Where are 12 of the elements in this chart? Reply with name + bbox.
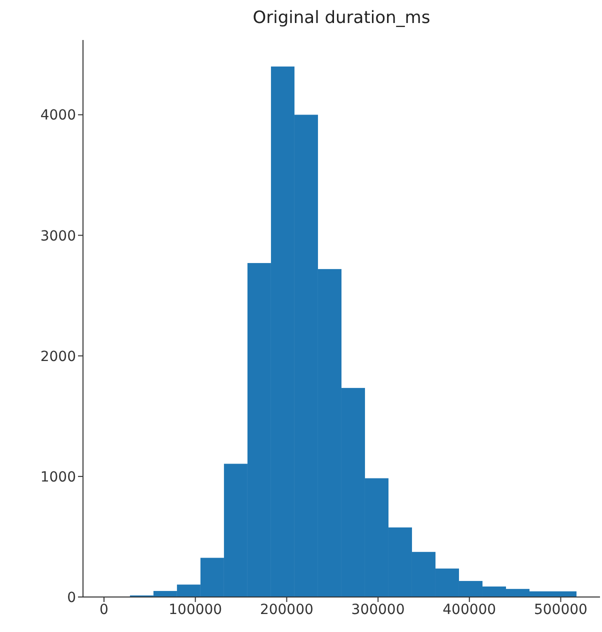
chart-title: Original duration_ms <box>252 8 432 28</box>
x-tick-label: 300000 <box>351 602 405 618</box>
y-tick-label: 3000 <box>40 228 76 244</box>
y-tick-label: 1000 <box>40 469 76 486</box>
y-tick-label: 4000 <box>40 108 76 124</box>
x-tick-label: 500000 <box>534 602 588 618</box>
x-tick-label: 100000 <box>168 602 222 618</box>
x-tick-label: 0 <box>100 602 108 618</box>
y-tick-label: 2000 <box>40 348 76 365</box>
y-tick-label: 0 <box>67 590 76 606</box>
x-tick-label: 200000 <box>260 602 314 618</box>
x-tick-label: 400000 <box>442 602 496 618</box>
